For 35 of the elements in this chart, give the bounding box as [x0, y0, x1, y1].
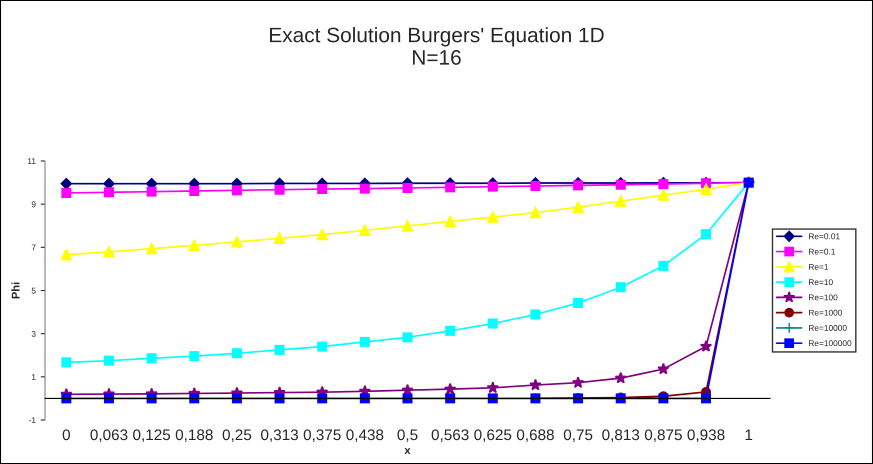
x-tick-label: 0,625: [474, 429, 512, 442]
x-tick-label: 0,063: [90, 429, 128, 442]
legend-label: Re=100000: [809, 340, 852, 346]
x-tick-label: 0,875: [644, 429, 682, 442]
y-tick-label: -1: [28, 417, 36, 424]
legend-label: Re=100: [809, 294, 838, 300]
y-tick-label: 5: [32, 288, 36, 294]
x-tick-label: 1: [746, 430, 752, 440]
y-tick-label: 9: [32, 201, 36, 208]
y-tick-label: 3: [32, 330, 36, 337]
legend-label: Re=1: [809, 264, 828, 270]
x-tick-label: 0,5: [397, 429, 418, 442]
x-tick-label: 0,75: [564, 429, 592, 442]
legend-label: Re=1000: [809, 310, 842, 316]
legend-label: Re=10: [809, 279, 833, 286]
x-tick-label: 0,25: [222, 429, 252, 442]
x-tick-label: 0,125: [133, 429, 170, 442]
x-axis-title: x: [404, 448, 411, 454]
x-tick-label: 0,313: [261, 429, 298, 442]
y-tick-label: 1: [32, 374, 36, 380]
y-tick-label: 11: [28, 158, 36, 164]
x-tick-label: 0,563: [432, 429, 469, 442]
x-tick-label: 0,438: [346, 429, 384, 442]
x-tick-label: 0,938: [688, 429, 724, 442]
x-tick-label: 0,375: [304, 429, 341, 442]
y-tick-label: 7: [32, 244, 36, 250]
legend-label: Re=0.01: [809, 233, 840, 240]
x-tick-label: 0: [62, 429, 70, 440]
y-axis-title: Phi: [11, 282, 20, 298]
x-tick-label: 0,813: [602, 429, 640, 442]
legend-label: Re=0.1: [809, 248, 836, 255]
legend-label: Re=10000: [809, 325, 847, 331]
x-tick-label: 0,688: [516, 429, 554, 442]
x-tick-label: 0,188: [176, 429, 213, 442]
chart-title: Exact Solution Burgers' Equation 1D N=16: [270, 27, 604, 65]
